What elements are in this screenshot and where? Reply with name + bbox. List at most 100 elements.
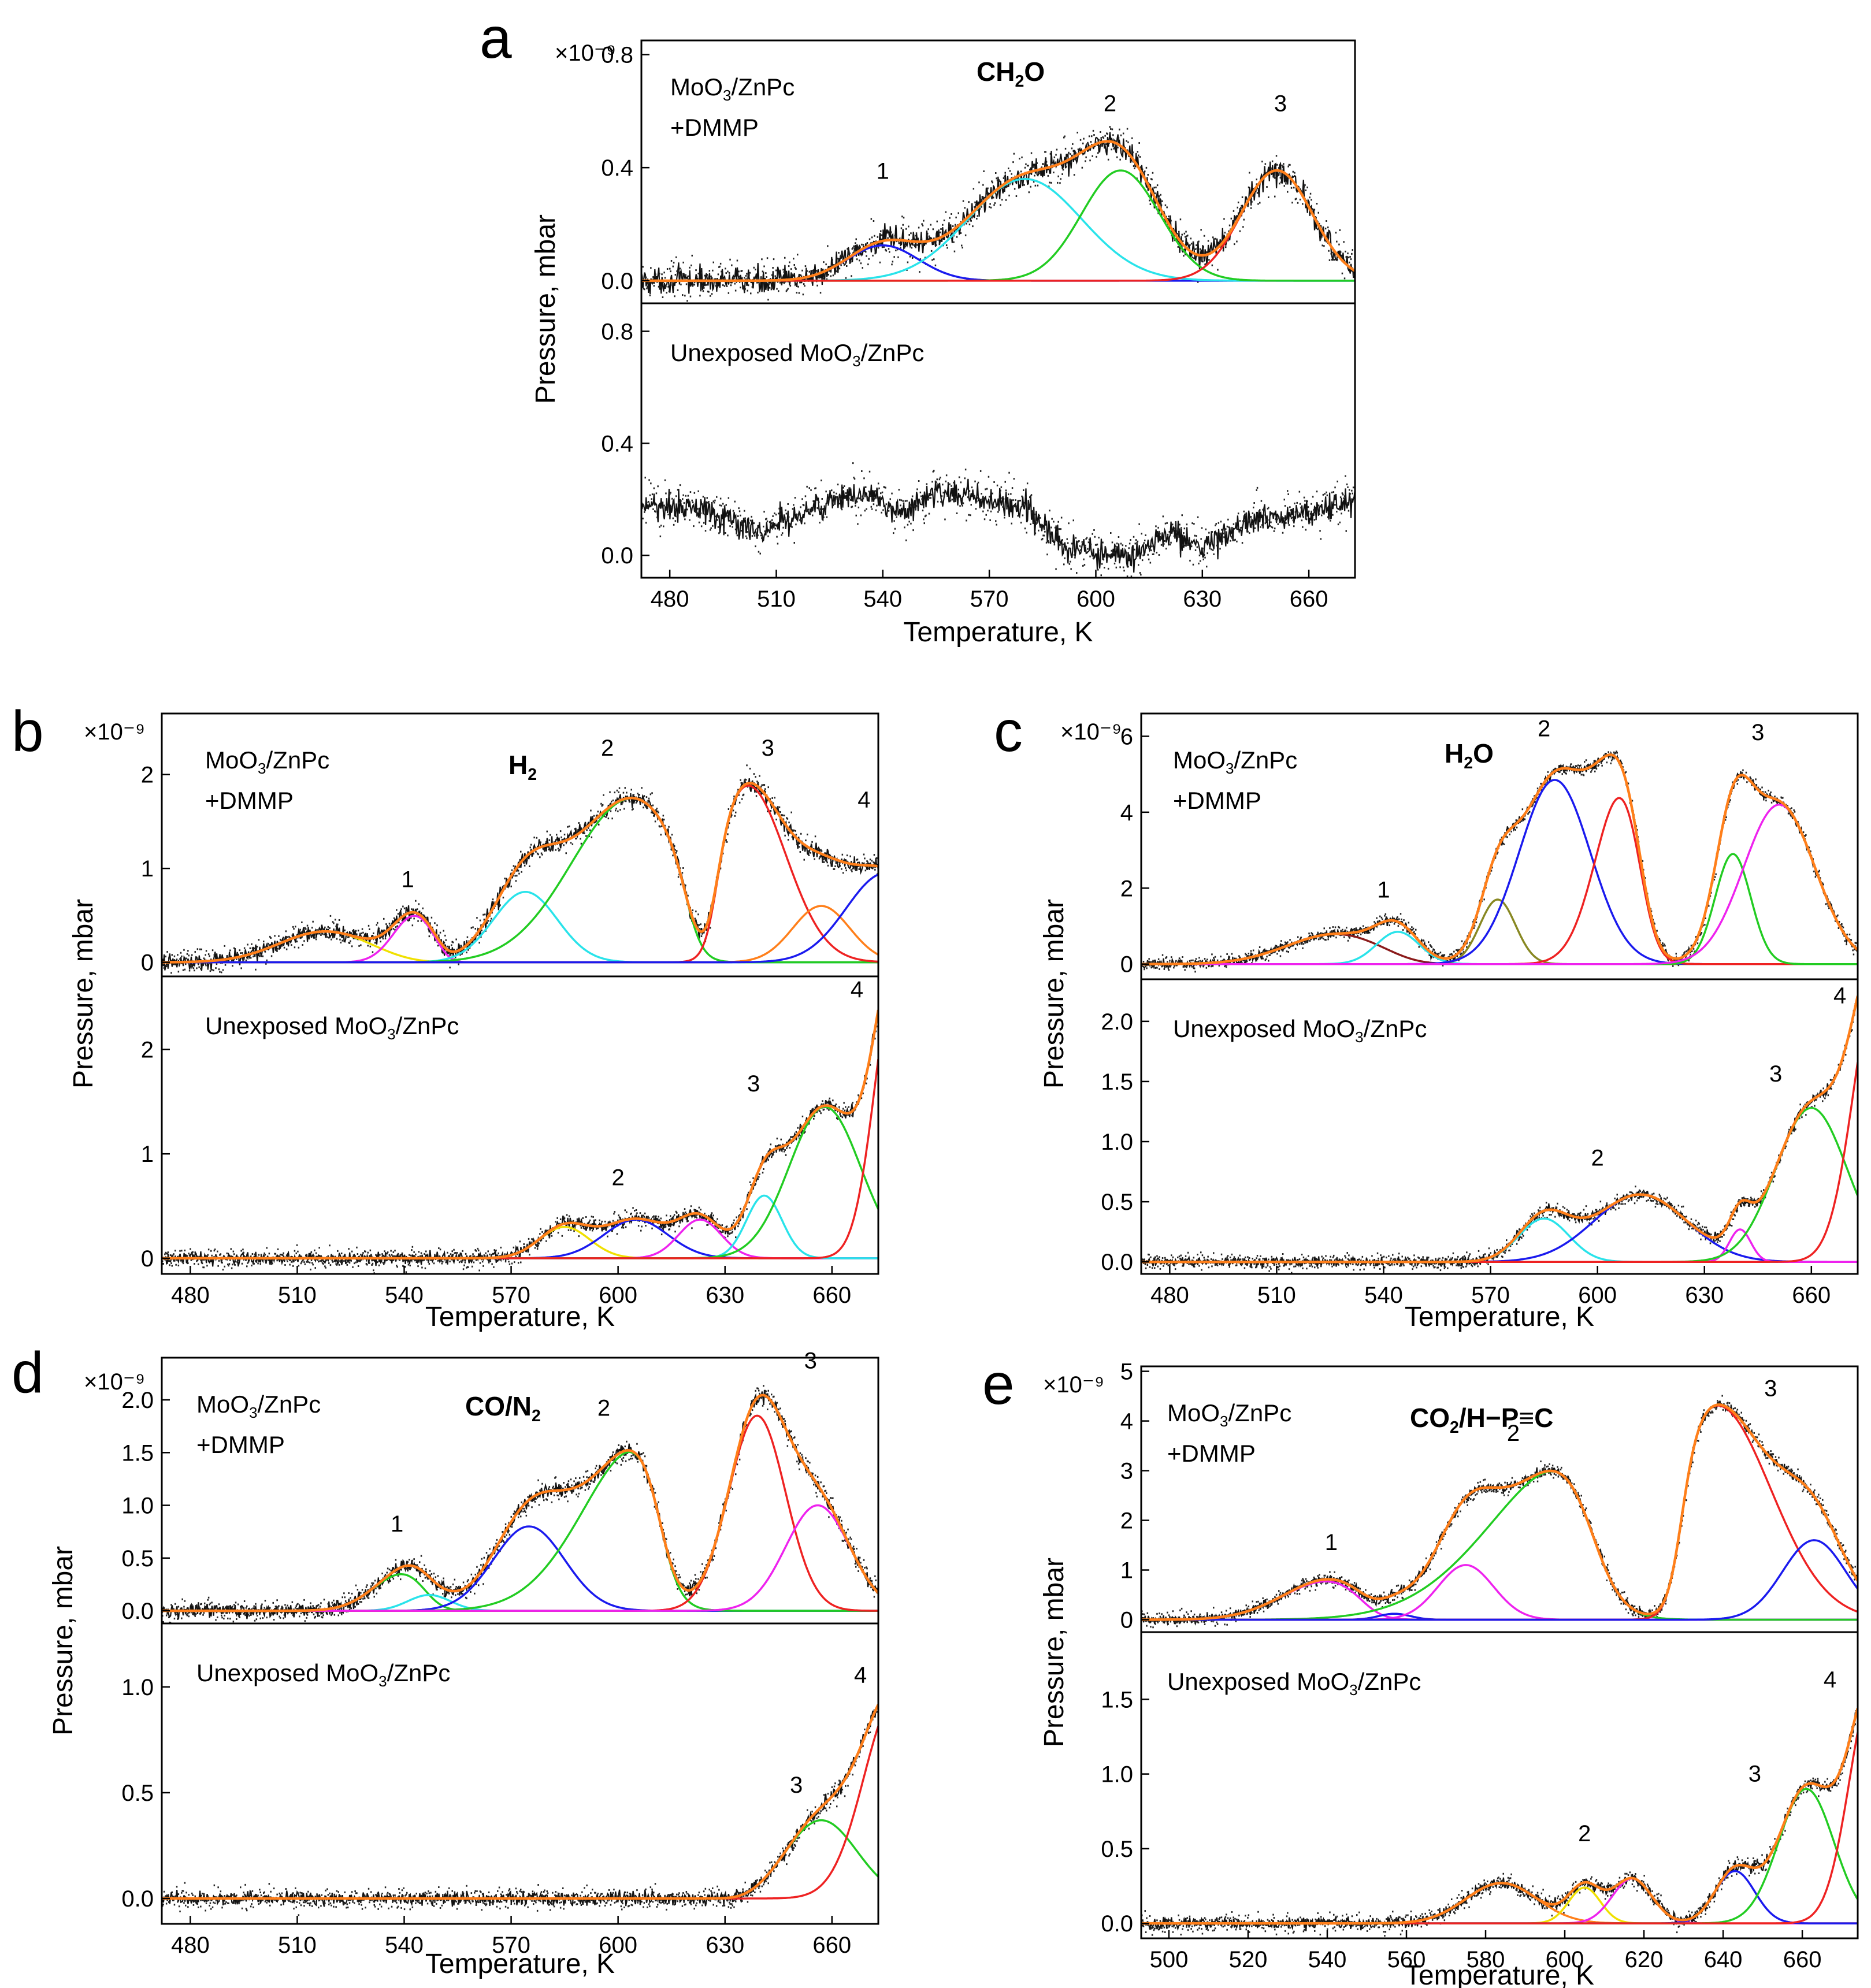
envelope-fit xyxy=(162,1704,878,1900)
fit-component-1 xyxy=(162,1573,878,1612)
x-tick-label: 510 xyxy=(278,1283,317,1308)
fit-component-4 xyxy=(1141,1470,1858,1621)
panel-b: b ×10⁻⁹ 0 1 2 MoO3/ZnPc +DMMP 1 2 3 4 0 1 2 Unexposed … xyxy=(12,699,879,1332)
x-tick-label: 660 xyxy=(1290,586,1328,612)
y-tick-label: 0 xyxy=(1120,952,1133,978)
y-tick-label: 1.5 xyxy=(121,1440,154,1466)
species-label: H2O xyxy=(1445,738,1494,772)
x-tick-label: 600 xyxy=(1578,1283,1617,1308)
y-tick-label: 0.0 xyxy=(121,1886,154,1912)
measured-data-points xyxy=(1141,750,1858,973)
peak-label: 2 xyxy=(597,1395,610,1421)
y-tick-label: 0.0 xyxy=(121,1599,154,1624)
y-tick-label: 2 xyxy=(141,1037,154,1062)
fit-component-5 xyxy=(162,1106,878,1259)
peak-label: 2 xyxy=(1104,91,1116,116)
fit-component-7 xyxy=(162,874,878,964)
measured-data-points xyxy=(641,462,1355,578)
x-tick-label: 630 xyxy=(706,1933,744,1958)
scale-note: ×10⁻⁹ xyxy=(1060,719,1122,745)
sample-label: +DMMP xyxy=(196,1431,285,1458)
x-tick-label: 570 xyxy=(492,1283,530,1308)
y-tick-label: 0.0 xyxy=(1101,1911,1133,1937)
plot-frame xyxy=(161,1357,879,1925)
envelope-fit xyxy=(1141,1403,1858,1621)
sample-label: +DMMP xyxy=(205,787,294,814)
x-tick-label: 600 xyxy=(599,1933,637,1958)
fit-component-5 xyxy=(1141,1788,1858,1924)
peak-label: 4 xyxy=(857,787,870,813)
panel-letter: b xyxy=(12,699,44,764)
sample-label: +DMMP xyxy=(1167,1440,1256,1467)
peak-label: 3 xyxy=(1769,1061,1782,1087)
x-tick-label: 540 xyxy=(1364,1283,1403,1308)
peak-label: 3 xyxy=(762,735,774,761)
x-tick-label: 580 xyxy=(1467,1947,1505,1972)
subplot-unexposed: 0.0 0.4 0.8 Unexposed MoO3/ZnPc xyxy=(601,319,1355,578)
peak-label: 2 xyxy=(1538,716,1550,741)
x-tick-label: 510 xyxy=(278,1933,317,1958)
subplot-unexposed: 0.0 0.5 1.0 1.5 2.0 Unexposed MoO3/ZnPc 2 3 4 xyxy=(1101,983,1858,1275)
envelope-fit xyxy=(1141,753,1858,965)
sample-label: Unexposed MoO3/ZnPc xyxy=(670,339,924,370)
peak-label: 3 xyxy=(1751,720,1764,745)
y-tick-label: 0.0 xyxy=(601,543,633,568)
subplot-exposed: 0 2 4 6 MoO3/ZnPc +DMMP 1 2 3 xyxy=(1120,716,1858,978)
x-tick-label: 660 xyxy=(812,1933,851,1958)
x-axis-label: Temperature, K xyxy=(425,1949,615,1979)
sample-label: MoO3/ZnPc xyxy=(1167,1399,1291,1430)
y-tick-label: 1 xyxy=(141,1142,154,1167)
species-label: H2 xyxy=(508,750,537,784)
y-tick-label: 0.0 xyxy=(601,269,633,294)
x-tick-label: 600 xyxy=(599,1283,637,1308)
panel-letter: d xyxy=(12,1340,44,1405)
subplot-unexposed: 0 1 2 Unexposed MoO3/ZnPc 2 3 4 xyxy=(141,977,878,1274)
y-tick-label: 1.0 xyxy=(121,1675,154,1700)
panel-letter: e xyxy=(982,1352,1015,1417)
peak-label: 2 xyxy=(601,735,614,761)
fit-component-5 xyxy=(1141,797,1858,965)
subplot-exposed: 0 1 2 MoO3/ZnPc +DMMP 1 2 3 4 xyxy=(141,735,878,976)
x-tick-label: 540 xyxy=(1308,1947,1347,1972)
x-tick-label: 480 xyxy=(171,1933,210,1958)
x-axis-label: Temperature, K xyxy=(1405,1302,1594,1332)
y-axis-label: Pressure, mbar xyxy=(1039,1558,1070,1747)
fit-component-6 xyxy=(162,1504,878,1612)
x-tick-label: 480 xyxy=(1150,1283,1189,1308)
x-tick-label: 600 xyxy=(1076,586,1115,612)
sample-label: Unexposed MoO3/ZnPc xyxy=(196,1659,450,1690)
measured-data-points xyxy=(1141,1705,1858,1937)
fit-component-1 xyxy=(1141,1580,1858,1621)
measured-data-points xyxy=(162,1004,878,1274)
x-tick-label: 560 xyxy=(1387,1947,1426,1972)
scale-note: ×10⁻⁹ xyxy=(1043,1372,1104,1398)
x-tick-label: 570 xyxy=(1471,1283,1510,1308)
x-tick-label: 620 xyxy=(1625,1947,1664,1972)
x-tick-label: 630 xyxy=(1685,1283,1724,1308)
measured-data-trace xyxy=(162,1008,878,1267)
y-tick-label: 1 xyxy=(141,856,154,882)
y-tick-label: 1.0 xyxy=(1101,1129,1133,1155)
y-tick-label: 4 xyxy=(1120,800,1133,826)
peak-label: 2 xyxy=(1507,1421,1520,1446)
y-tick-label: 0.5 xyxy=(121,1546,154,1571)
species-label: CO2/H−P≡C xyxy=(1410,1403,1553,1437)
y-tick-label: 0 xyxy=(1120,1608,1133,1633)
peak-label: 3 xyxy=(1749,1762,1761,1787)
y-tick-label: 0.8 xyxy=(601,319,633,344)
subplot-unexposed: 0.0 0.5 1.0 Unexposed MoO3/ZnPc 3 4 xyxy=(121,1659,878,1916)
y-tick-label: 3 xyxy=(1120,1459,1133,1484)
plot-frame xyxy=(1140,712,1859,1275)
y-tick-label: 1 xyxy=(1120,1558,1133,1584)
y-tick-label: 1.5 xyxy=(1101,1069,1133,1095)
y-tick-label: 2 xyxy=(1120,876,1133,901)
envelope-fit xyxy=(1141,995,1858,1264)
peak-label: 2 xyxy=(1591,1146,1604,1171)
fit-component-2 xyxy=(641,177,1355,282)
y-tick-label: 0.5 xyxy=(1101,1190,1133,1215)
panel-c: c ×10⁻⁹ 0 2 4 6 MoO3/ZnPc +DMMP 1 2 3 0.0 0.5 1.0 1.5 2… xyxy=(994,699,1859,1332)
sample-label: +DMMP xyxy=(670,114,759,141)
peak-label: 1 xyxy=(391,1511,403,1537)
peak-label: 4 xyxy=(1833,983,1846,1009)
y-tick-label: 0 xyxy=(141,950,154,976)
